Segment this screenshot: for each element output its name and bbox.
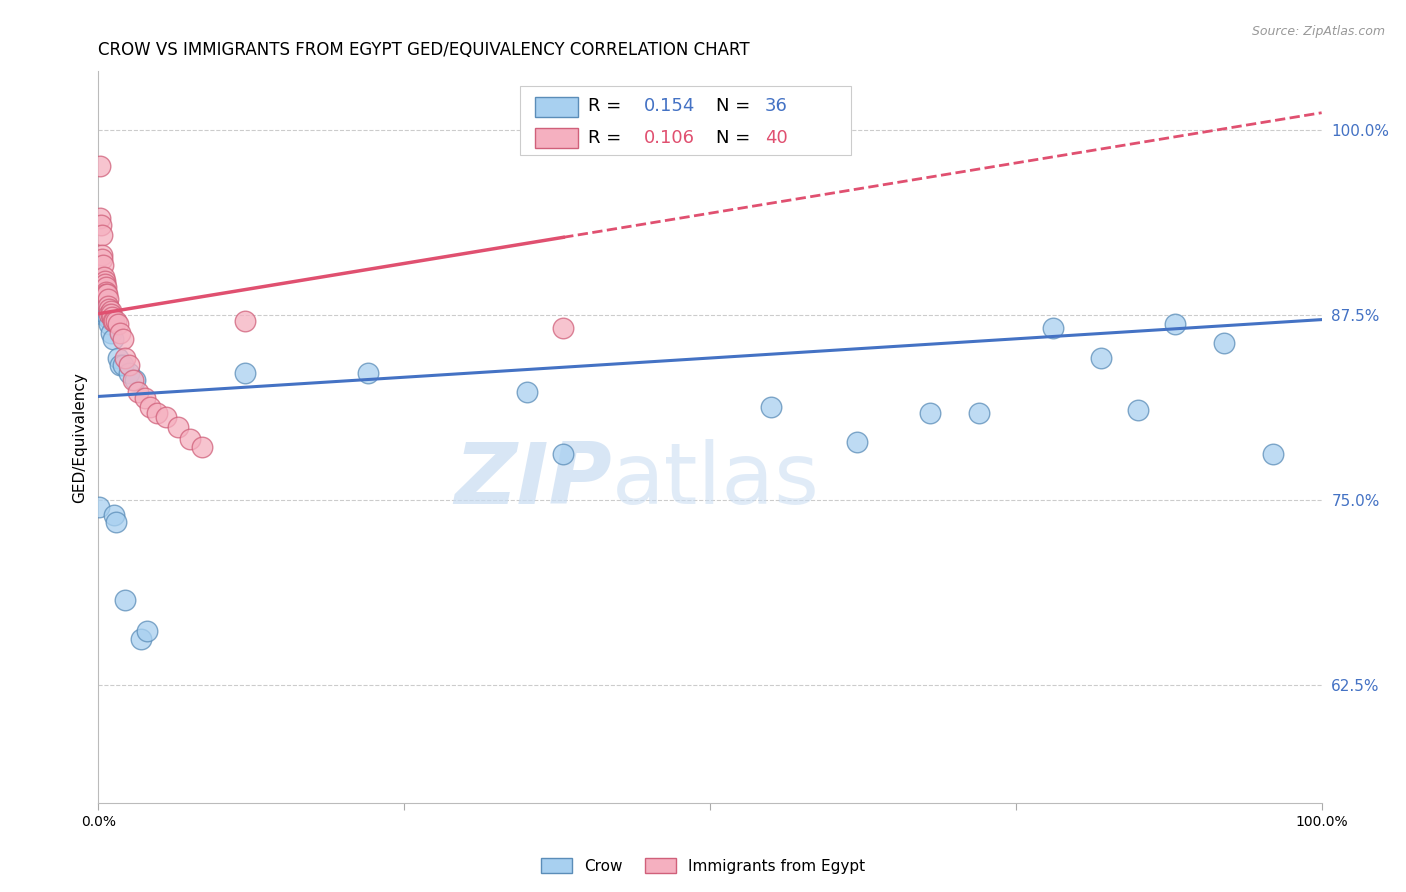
- Point: [110, 359, 132, 373]
- Text: Source: ZipAtlas.com: Source: ZipAtlas.com: [1251, 25, 1385, 38]
- Point: [91, 252, 114, 266]
- Point: [155, 410, 177, 425]
- Point: [103, 314, 125, 328]
- Point: [89, 159, 111, 173]
- Point: [93, 274, 115, 288]
- Point: [89, 211, 111, 225]
- Point: [107, 317, 129, 331]
- Text: R =: R =: [588, 129, 627, 147]
- Point: [110, 326, 132, 340]
- Point: [118, 366, 141, 380]
- Point: [129, 632, 152, 646]
- Text: 40: 40: [765, 129, 787, 147]
- Text: R =: R =: [588, 97, 627, 115]
- Legend: Crow, Immigrants from Egypt: Crow, Immigrants from Egypt: [534, 852, 872, 880]
- Point: [146, 406, 169, 420]
- Point: [114, 351, 136, 365]
- Point: [179, 432, 201, 446]
- Point: [94, 287, 117, 301]
- Point: [127, 384, 149, 399]
- Point: [96, 299, 118, 313]
- Point: [89, 500, 111, 515]
- Point: [1128, 402, 1150, 417]
- Text: atlas: atlas: [612, 440, 820, 523]
- Point: [97, 292, 120, 306]
- Point: [91, 247, 114, 261]
- Point: [93, 292, 115, 306]
- Text: 0.106: 0.106: [644, 129, 695, 147]
- Point: [233, 366, 256, 380]
- Point: [134, 391, 156, 405]
- Point: [516, 384, 538, 399]
- Point: [191, 440, 214, 454]
- Text: ZIP: ZIP: [454, 440, 612, 523]
- Point: [93, 277, 115, 292]
- Point: [91, 258, 114, 272]
- Text: CROW VS IMMIGRANTS FROM EGYPT GED/EQUIVALENCY CORRELATION CHART: CROW VS IMMIGRANTS FROM EGYPT GED/EQUIVA…: [98, 41, 749, 59]
- Point: [100, 326, 122, 340]
- Point: [96, 287, 118, 301]
- Text: 0.154: 0.154: [644, 97, 696, 115]
- Point: [100, 307, 122, 321]
- Point: [553, 447, 575, 461]
- FancyBboxPatch shape: [536, 97, 578, 118]
- Text: 36: 36: [765, 97, 787, 115]
- Point: [104, 314, 127, 328]
- Point: [233, 314, 256, 328]
- Point: [91, 228, 114, 243]
- Point: [920, 406, 942, 420]
- Point: [167, 420, 190, 434]
- Point: [98, 317, 121, 331]
- Point: [118, 359, 141, 373]
- FancyBboxPatch shape: [520, 86, 851, 155]
- Point: [90, 218, 112, 232]
- Point: [94, 307, 117, 321]
- Text: N =: N =: [716, 97, 756, 115]
- FancyBboxPatch shape: [536, 128, 578, 148]
- Point: [1090, 351, 1112, 365]
- Point: [94, 285, 117, 299]
- Point: [104, 515, 127, 529]
- Point: [94, 307, 117, 321]
- Point: [967, 406, 990, 420]
- Point: [101, 310, 124, 324]
- Point: [111, 332, 134, 346]
- Point: [91, 292, 114, 306]
- Point: [103, 508, 125, 522]
- Point: [356, 366, 378, 380]
- Point: [121, 373, 143, 387]
- Point: [1212, 336, 1234, 351]
- Point: [114, 593, 136, 607]
- Point: [1164, 317, 1187, 331]
- Point: [1042, 321, 1064, 335]
- Point: [91, 307, 114, 321]
- Point: [136, 624, 159, 639]
- Y-axis label: GED/Equivalency: GED/Equivalency: [72, 372, 87, 502]
- Point: [97, 311, 120, 326]
- Point: [98, 307, 121, 321]
- Point: [97, 299, 120, 313]
- Point: [139, 400, 162, 414]
- Point: [101, 332, 124, 346]
- Point: [761, 400, 783, 414]
- Point: [124, 373, 146, 387]
- Point: [97, 302, 120, 317]
- Point: [845, 435, 868, 450]
- Point: [93, 269, 115, 284]
- Point: [553, 321, 575, 335]
- Point: [93, 303, 115, 318]
- Point: [100, 303, 122, 318]
- Text: N =: N =: [716, 129, 756, 147]
- Point: [111, 359, 134, 373]
- Point: [1261, 447, 1284, 461]
- Point: [101, 314, 124, 328]
- Point: [107, 351, 129, 365]
- Point: [94, 280, 117, 294]
